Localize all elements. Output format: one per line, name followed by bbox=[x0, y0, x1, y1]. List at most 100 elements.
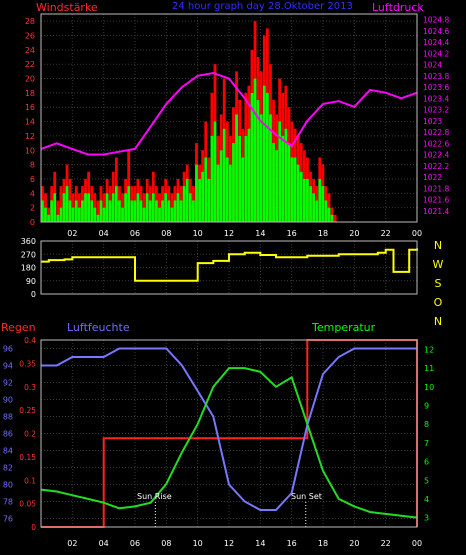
x-tick-label: 00 bbox=[412, 229, 422, 238]
chart-axes: 02468101214161820222426281021.41021.6102… bbox=[3, 13, 449, 548]
wind-speed-bar bbox=[65, 186, 69, 222]
wind-speed-bar bbox=[182, 186, 186, 222]
direction-tick-label: 360 bbox=[21, 237, 36, 246]
wind-speed-bar bbox=[318, 178, 322, 222]
wind-speed-bar bbox=[74, 200, 78, 222]
wind-speed-bar bbox=[93, 207, 97, 222]
wind-speed-bar bbox=[118, 200, 121, 222]
humidity-tick-label: 92 bbox=[3, 379, 13, 388]
pressure-tick-label: 1021.4 bbox=[423, 207, 449, 216]
wind-speed-bar bbox=[309, 186, 312, 222]
wind-speed-bar bbox=[330, 214, 334, 222]
wind-speed-bar bbox=[302, 178, 306, 222]
x-tick-label-bottom: 00 bbox=[412, 539, 422, 548]
wind-speed-bar bbox=[148, 200, 152, 222]
wind-speed-bar bbox=[87, 193, 91, 222]
wind-speed-bar bbox=[111, 193, 115, 222]
humidity-tick-label: 96 bbox=[3, 345, 13, 354]
temperature-line bbox=[40, 367, 418, 519]
pressure-tick-label: 1023.4 bbox=[423, 94, 449, 103]
wind-speed-bar bbox=[204, 157, 208, 222]
temperature-tick-label: 8 bbox=[424, 420, 429, 429]
wind-speed-bar bbox=[312, 193, 315, 222]
wind-gust-bar bbox=[96, 200, 100, 222]
wind-speed-bar bbox=[229, 164, 232, 222]
pressure-tick-label: 1021.6 bbox=[423, 196, 449, 205]
wind-speed-bar bbox=[121, 207, 124, 222]
wind-speed-bar bbox=[164, 193, 168, 222]
rain-tick-label: 0.2 bbox=[24, 430, 36, 439]
wind-speed-bar bbox=[244, 135, 248, 222]
rain-tick-label: 0.1 bbox=[24, 476, 36, 485]
pressure-tick-label: 1023.2 bbox=[423, 106, 449, 115]
wind-speed-bar bbox=[210, 135, 214, 222]
wind-speed-bar bbox=[185, 178, 189, 222]
wind-tick-label: 10 bbox=[25, 146, 35, 155]
wind-tick-label: 22 bbox=[25, 60, 35, 69]
temperature-tick-label: 10 bbox=[424, 383, 434, 392]
wind-gust-bar bbox=[47, 207, 50, 222]
wind-speed-bar bbox=[90, 200, 94, 222]
wind-speed-bar bbox=[247, 128, 251, 222]
wind-speed-bar bbox=[167, 200, 171, 222]
pressure-tick-label: 1023.8 bbox=[423, 72, 449, 81]
rain-tick-label: 0.3 bbox=[24, 383, 36, 392]
pressure-tick-label: 1022 bbox=[423, 173, 442, 182]
humidity-tick-label: 78 bbox=[3, 498, 13, 507]
rain-tick-label: 0.25 bbox=[19, 406, 36, 415]
temperature-tick-label: 7 bbox=[424, 439, 429, 448]
wind-gust-bar bbox=[330, 207, 334, 222]
wind-speed-bar bbox=[216, 164, 220, 222]
wind-speed-bar bbox=[173, 200, 177, 222]
wind-tick-label: 8 bbox=[30, 161, 35, 170]
wind-tick-label: 28 bbox=[25, 17, 35, 26]
temperature-tick-label: 6 bbox=[424, 458, 429, 467]
wind-speed-bar bbox=[81, 200, 84, 222]
temperature-tick-label: 3 bbox=[424, 514, 429, 523]
wind-speed-bar bbox=[62, 193, 66, 222]
wind-speed-bar bbox=[238, 135, 242, 222]
wind-speed-bar bbox=[195, 164, 198, 222]
pressure-tick-label: 1023 bbox=[423, 117, 442, 126]
pressure-tick-label: 1023.6 bbox=[423, 83, 449, 92]
sunrise-label: Sun Rise bbox=[137, 492, 172, 501]
chart-marks bbox=[40, 21, 418, 528]
direction-tick-label: 90 bbox=[26, 277, 36, 286]
x-tick-label: 16 bbox=[287, 229, 297, 238]
wind-speed-bar bbox=[84, 193, 87, 222]
wind-speed-bar bbox=[170, 207, 174, 222]
x-tick-label-bottom: 06 bbox=[130, 539, 140, 548]
x-tick-label-bottom: 12 bbox=[224, 539, 234, 548]
wind-speed-bar bbox=[327, 207, 331, 222]
direction-frame bbox=[40, 240, 418, 295]
wind-speed-bar bbox=[256, 100, 260, 222]
direction-letter: W bbox=[433, 258, 444, 271]
wind-speed-bar bbox=[296, 164, 300, 222]
direction-line bbox=[41, 248, 418, 282]
wind-speed-bar bbox=[142, 207, 146, 222]
wind-tick-label: 0 bbox=[30, 218, 35, 227]
pressure-tick-label: 1022.4 bbox=[423, 151, 449, 160]
wind-speed-bar bbox=[139, 200, 143, 222]
wind-speed-bar bbox=[201, 171, 205, 222]
wind-speed-bar bbox=[161, 200, 164, 222]
wind-speed-bar bbox=[44, 207, 47, 222]
wind-speed-bar bbox=[235, 114, 238, 222]
wind-speed-bar bbox=[41, 200, 44, 222]
wind-speed-bar bbox=[253, 78, 257, 222]
wind-frame bbox=[40, 13, 418, 223]
pressure-tick-label: 1022.6 bbox=[423, 139, 449, 148]
x-tick-label: 04 bbox=[99, 229, 109, 238]
wind-tick-label: 16 bbox=[25, 103, 35, 112]
wind-speed-bar bbox=[59, 207, 63, 222]
wind-speed-bar bbox=[315, 200, 319, 222]
humidity-tick-label: 88 bbox=[3, 413, 13, 422]
temperature-tick-label: 12 bbox=[424, 345, 434, 354]
wind-speed-bar bbox=[68, 200, 72, 222]
wind-speed-bar bbox=[262, 85, 266, 222]
wind-tick-label: 26 bbox=[25, 32, 35, 41]
humidity-tick-label: 76 bbox=[3, 515, 13, 524]
wind-speed-bar bbox=[179, 200, 183, 222]
wind-speed-bar bbox=[232, 143, 235, 222]
